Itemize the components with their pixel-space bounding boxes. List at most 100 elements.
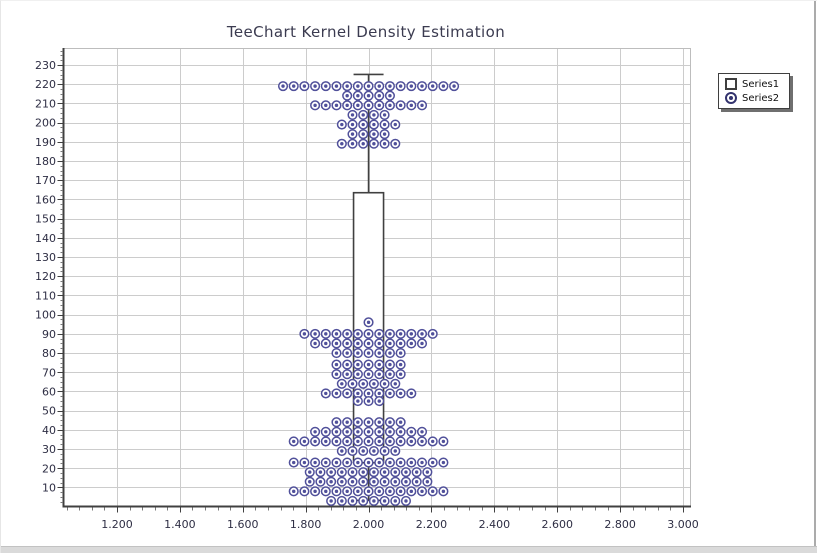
swarm-row: [310, 426, 428, 437]
data-point-marker: [342, 388, 353, 399]
data-point-marker: [320, 426, 331, 437]
data-point-marker: [347, 138, 358, 149]
data-point-marker: [310, 436, 321, 447]
data-point-marker: [331, 436, 342, 447]
swarm-row: [331, 417, 406, 428]
data-point-marker: [368, 129, 379, 140]
data-point-marker: [390, 476, 401, 487]
data-point-marker: [336, 476, 347, 487]
data-point-marker: [352, 426, 363, 437]
data-point-marker: [406, 486, 417, 497]
data-point-marker: [384, 457, 395, 468]
data-point-marker: [416, 328, 428, 339]
data-point-marker: [352, 90, 363, 101]
y-tick-label: 210: [35, 97, 56, 110]
swarm-row: [347, 109, 390, 120]
data-point-marker: [374, 417, 385, 428]
data-point-marker: [384, 436, 395, 447]
data-point-marker: [379, 119, 390, 130]
data-point-marker: [326, 467, 337, 478]
data-point-marker: [347, 476, 358, 487]
data-point-marker: [358, 378, 369, 389]
data-point-marker: [384, 359, 395, 370]
data-point-marker: [390, 467, 401, 478]
x-tick-label: 2.800: [604, 518, 636, 531]
data-point-marker: [310, 457, 321, 468]
data-point-marker: [320, 338, 331, 349]
data-point-marker: [379, 476, 390, 487]
series1-square-marker-icon: [725, 78, 737, 90]
data-point-marker: [384, 328, 395, 339]
data-point-marker: [331, 81, 342, 92]
data-point-marker: [395, 348, 406, 359]
data-point-marker: [395, 100, 406, 111]
y-tick-label: 140: [35, 232, 56, 245]
data-point-marker: [358, 467, 369, 478]
x-tick-label: 2.400: [479, 518, 511, 531]
swarm-row: [320, 388, 417, 399]
swarm-row: [304, 467, 433, 478]
data-point-marker: [352, 100, 363, 111]
data-point-marker: [374, 369, 385, 380]
data-point-marker: [288, 486, 299, 497]
data-point-marker: [299, 328, 310, 339]
data-point-marker: [400, 495, 412, 506]
swarm-row: [331, 369, 406, 380]
data-point-marker: [352, 457, 363, 468]
data-point-marker: [406, 328, 417, 339]
data-point-marker: [310, 426, 321, 437]
x-tick-label: 1.400: [164, 518, 196, 531]
data-point-marker: [438, 436, 449, 447]
y-tick-label: 60: [42, 385, 56, 398]
axis-labels: 10 20 30 40 50 60 70 80 90 100 110 120 130 140 150 160 1…: [35, 59, 699, 531]
legend-item-series1: Series1: [725, 78, 789, 90]
data-point-marker: [374, 81, 385, 92]
data-point-marker: [299, 436, 310, 447]
data-point-marker: [352, 369, 363, 380]
data-point-marker: [416, 486, 428, 497]
data-point-marker: [374, 348, 385, 359]
data-point-marker: [331, 359, 342, 370]
data-point-marker: [299, 81, 310, 92]
x-tick-label: 2.600: [541, 518, 573, 531]
data-point-marker: [406, 338, 417, 349]
x-tick-label: 1.600: [227, 518, 259, 531]
data-point-marker: [379, 445, 390, 457]
data-point-marker: [395, 417, 406, 428]
data-point-marker: [374, 396, 385, 407]
data-point-marker: [374, 436, 385, 447]
data-point-marker: [384, 417, 395, 428]
data-point-marker: [336, 467, 347, 478]
data-point-marker: [342, 426, 353, 437]
data-point-marker: [395, 436, 406, 447]
data-point-marker: [352, 348, 363, 359]
data-point-marker: [363, 348, 374, 359]
data-point-marker: [406, 457, 417, 468]
y-tick-label: 200: [35, 117, 56, 130]
y-tick-label: 150: [35, 213, 56, 226]
y-tick-label: 70: [42, 366, 56, 379]
swarm-row: [342, 90, 395, 101]
data-point-marker: [395, 328, 406, 339]
y-tick-label: 220: [35, 78, 56, 91]
data-point-marker: [395, 426, 406, 437]
data-point-marker: [384, 486, 395, 497]
data-point-marker: [358, 495, 369, 506]
data-point-marker: [352, 338, 363, 349]
data-point-marker: [379, 495, 390, 506]
data-point-marker: [384, 388, 395, 399]
x-tick-label: 1.800: [290, 518, 322, 531]
swarm-row: [299, 328, 438, 339]
data-point-marker: [331, 338, 342, 349]
y-tick-label: 110: [35, 289, 56, 302]
data-point-marker: [379, 109, 390, 120]
data-point-marker: [416, 457, 428, 468]
data-point-marker: [326, 495, 337, 506]
data-point-marker: [331, 100, 342, 111]
data-point-marker: [363, 317, 374, 328]
data-point-marker: [336, 378, 347, 389]
window-right-border: [814, 1, 816, 553]
data-point-marker: [347, 119, 358, 130]
